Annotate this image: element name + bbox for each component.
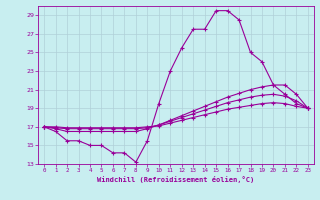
X-axis label: Windchill (Refroidissement éolien,°C): Windchill (Refroidissement éolien,°C)	[97, 176, 255, 183]
